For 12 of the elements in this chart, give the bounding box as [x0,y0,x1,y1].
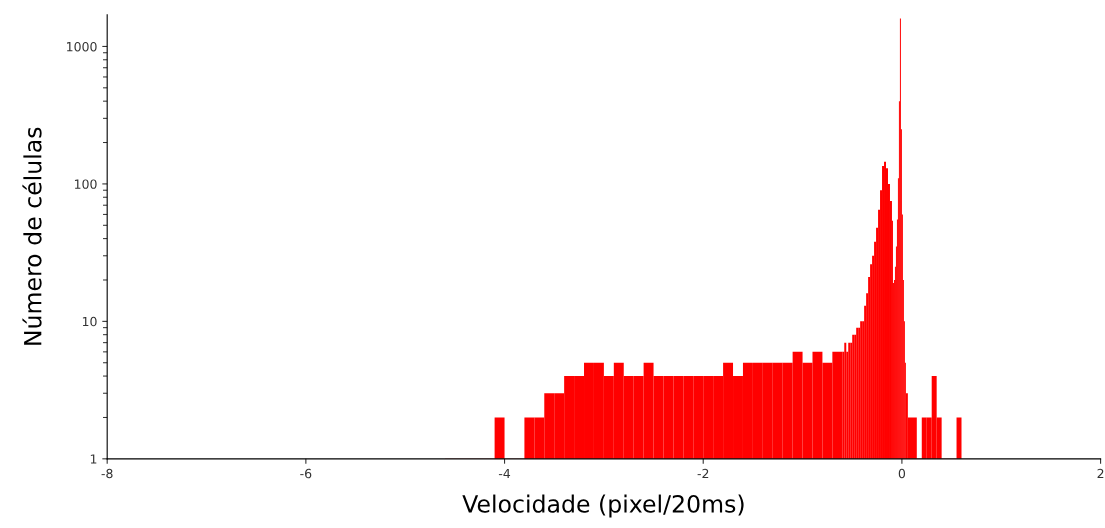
x-axis-title: Velocidade (pixel/20ms) [462,494,744,518]
y-axis-title: Número de células [22,127,42,345]
x-tick-label: 0 [898,468,906,479]
x-tick-label: -8 [101,468,113,479]
y-tick-label: 10 [82,316,97,327]
x-tick-label: -4 [498,468,511,479]
y-tick-label: 1000 [67,41,97,52]
y-tick-label: 100 [74,179,97,189]
y-tick-label: 1 [90,454,97,464]
x-tick-label: -6 [300,468,312,479]
x-tick-label: 2 [1097,468,1104,479]
x-tick-label: -2 [697,468,709,479]
